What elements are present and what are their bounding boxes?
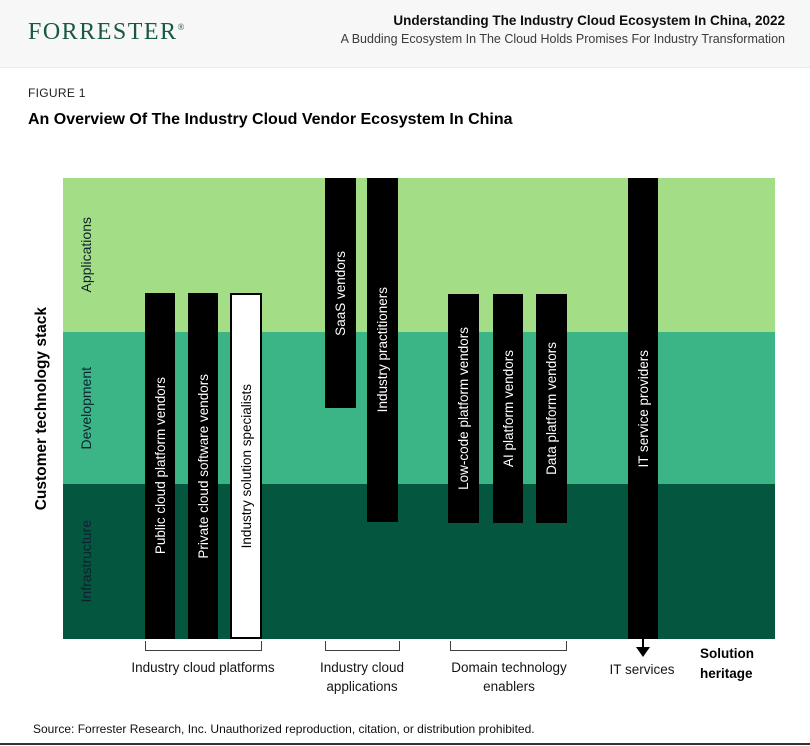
report-title: Understanding The Industry Cloud Ecosyst… [393,13,785,28]
group-label-industry-cloud-applications: Industry cloud applications [319,660,405,694]
bracket-industry-cloud-applications [325,641,400,651]
it-services-arrow-stem [642,639,644,648]
bar-label: Low-code platform vendors [456,327,471,490]
stack-diagram: Applications Development Infrastructure … [63,178,775,639]
bar-ai-platform-vendors: AI platform vendors [493,294,523,523]
y-axis-label: Customer technology stack [30,178,54,639]
bar-industry-practitioners: Industry practitioners [367,178,398,522]
group-label-it-services: IT services [609,662,675,677]
registered-trademark-icon: ® [177,22,185,32]
bar-label: AI platform vendors [500,349,516,468]
bar-low-code-platform-vendors: Low-code platform vendors [448,294,479,523]
forrester-logo: FORRESTER® [28,19,184,46]
band-label-applications: Applications [75,178,97,332]
bar-label: Industry practitioners [375,287,390,413]
report-header: FORRESTER® Understanding The Industry Cl… [0,0,810,68]
report-subtitle: A Budding Ecosystem In The Cloud Holds P… [340,32,785,46]
bar-saas-vendors: SaaS vendors [325,178,356,408]
group-label-industry-cloud-platforms: Industry cloud platforms [131,660,275,675]
solution-heritage-axis-label: Solution heritage [700,646,754,682]
bottom-divider [0,743,810,745]
bar-industry-solution-specialists: Industry solution specialists [230,293,262,639]
band-label-development: Development [75,332,97,484]
bar-label: Data platform vendors [544,342,559,475]
figure-title: An Overview Of The Industry Cloud Vendor… [28,111,513,128]
figure-label: FIGURE 1 [28,86,86,100]
bar-data-platform-vendors: Data platform vendors [536,294,567,523]
band-label-development-text: Development [78,366,94,450]
bar-public-cloud-platform-vendors: Public cloud platform vendors [145,293,175,639]
bar-label: Private cloud software vendors [195,373,211,559]
source-attribution: Source: Forrester Research, Inc. Unautho… [33,722,535,736]
bar-label: Public cloud platform vendors [152,377,168,555]
bracket-domain-technology-enablers [450,641,567,651]
down-arrow-icon [636,647,650,657]
bar-label: Industry solution specialists [238,383,254,549]
y-axis-label-text: Customer technology stack [33,306,50,511]
group-label-domain-technology-enablers: Domain technology enablers [451,660,567,694]
bar-private-cloud-software-vendors: Private cloud software vendors [188,293,218,639]
bar-label: IT service providers [635,349,651,468]
band-label-infrastructure-text: Infrastructure [78,520,94,603]
header-text-block: Understanding The Industry Cloud Ecosyst… [341,13,785,46]
band-label-applications-text: Applications [78,217,94,293]
band-label-infrastructure: Infrastructure [75,484,97,639]
bar-it-service-providers: IT service providers [628,178,658,639]
bar-label: SaaS vendors [333,250,348,336]
forrester-logo-text: FORRESTER [28,19,178,45]
bracket-industry-cloud-platforms [145,641,262,651]
